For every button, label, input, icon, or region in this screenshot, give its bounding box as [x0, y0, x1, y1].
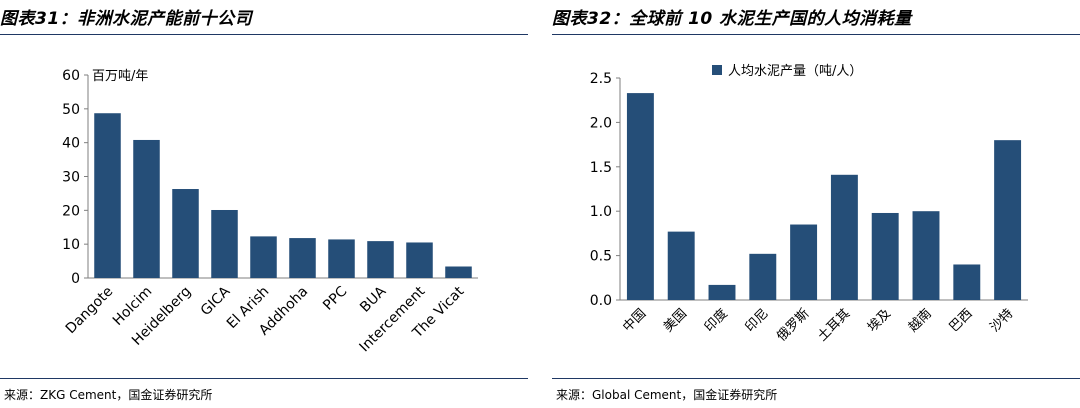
bar-chart-per-capita: 0.0 0.5 1.0 1.5 2.0 2.5 中国 美国 印度 印尼 俄罗斯 土耳其 埃及 越南 巴西 沙特… [590, 64, 1028, 344]
title-rule [0, 34, 528, 35]
x-category-label: 印尼 [743, 306, 772, 335]
source-note: 来源：Global Cement，国金证券研究所 [556, 388, 778, 402]
x-category-label: 越南 [905, 306, 935, 336]
y-tick-label: 0 [71, 271, 80, 287]
x-category-label: 土耳其 [815, 306, 853, 344]
bar [406, 242, 433, 278]
x-category-label: 中国 [620, 306, 649, 335]
x-category-label: Dangote [63, 284, 117, 338]
y-tick-label: 60 [62, 68, 80, 84]
bar [912, 211, 940, 300]
chart-panel-right: 图表32：全球前 10 水泥生产国的人均消耗量 0.0 0.5 1.0 1.5 2.0 2… [552, 0, 1080, 408]
y-tick-label: 10 [62, 237, 80, 253]
x-category-label: 俄罗斯 [774, 306, 812, 344]
bar [626, 93, 654, 300]
x-category-label: 印度 [701, 306, 731, 336]
x-category-label: 巴西 [947, 306, 976, 335]
bar [790, 224, 818, 300]
bar [749, 253, 777, 300]
bar [133, 139, 160, 278]
y-tick-label: 2.5 [590, 71, 612, 87]
x-category-label: BUA [357, 283, 389, 315]
y-axis-unit-label: 百万吨/年 [92, 69, 148, 84]
source-rule [0, 378, 528, 379]
chart-panel-left: 图表31：非洲水泥产能前十公司 0 10 20 30 40 50 60 Dangote Holc… [0, 0, 528, 408]
bar [94, 113, 121, 279]
bar [367, 241, 394, 278]
bar [328, 239, 355, 278]
y-tick-label: 1.0 [590, 204, 612, 220]
y-tick-label: 40 [62, 136, 80, 152]
bar [667, 231, 695, 300]
x-category-label: 沙特 [987, 306, 1016, 335]
bar [994, 140, 1022, 300]
y-tick-label: 2.0 [590, 115, 612, 131]
bar [708, 284, 736, 300]
bar [172, 189, 199, 278]
bar [871, 212, 899, 300]
y-tick-label: 0.0 [590, 293, 612, 309]
bar [830, 174, 858, 300]
y-tick-label: 20 [62, 203, 80, 219]
chart-title: 图表31：非洲水泥产能前十公司 [0, 9, 253, 29]
chart-title: 图表32：全球前 10 水泥生产国的人均消耗量 [552, 9, 912, 29]
bar [289, 238, 316, 278]
y-tick-label: 1.5 [590, 160, 612, 176]
legend-swatch [712, 65, 722, 75]
y-tick-label: 30 [62, 170, 80, 186]
bar [953, 264, 981, 300]
source-note: 来源：ZKG Cement，国金证券研究所 [4, 388, 213, 402]
title-rule [552, 34, 1080, 35]
x-category-label: 美国 [661, 306, 690, 335]
x-category-label: GICA [198, 283, 234, 319]
source-rule [552, 378, 1080, 379]
x-category-label: PPC [320, 283, 350, 313]
y-tick-label: 0.5 [590, 249, 612, 265]
y-tick-label: 50 [62, 102, 80, 118]
bar [211, 209, 238, 278]
x-category-label: 埃及 [865, 306, 894, 335]
bar [445, 266, 472, 278]
legend-label: 人均水泥产量（吨/人） [728, 64, 862, 79]
bar [250, 236, 277, 278]
